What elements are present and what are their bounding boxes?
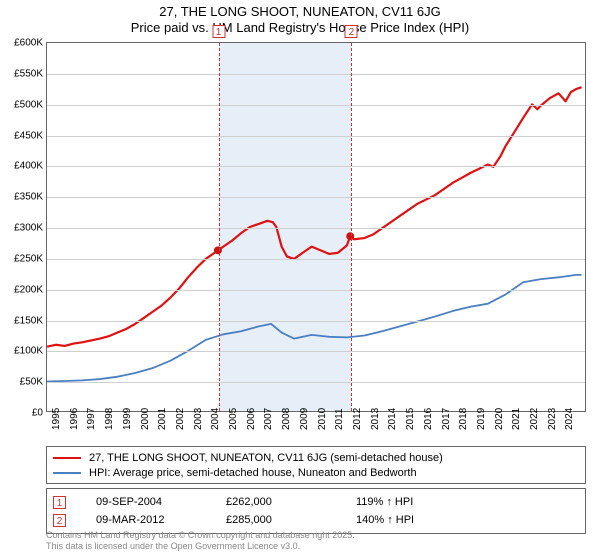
legend: 27, THE LONG SHOOT, NUNEATON, CV11 6JG (… [46, 446, 586, 484]
x-tick-label: 2006 [246, 408, 257, 430]
legend-swatch-1 [53, 472, 81, 474]
x-tick-label: 2004 [210, 408, 221, 430]
x-tick-label: 1996 [69, 408, 80, 430]
marker-hpi-0: 119% ↑ HPI [356, 496, 486, 508]
marker-row-1: 2 09-MAR-2012 £285,000 140% ↑ HPI [53, 511, 579, 529]
y-tick-label: £250K [3, 253, 43, 264]
series-svg [47, 43, 585, 411]
x-tick-label: 2020 [494, 408, 505, 430]
marker-date-1: 09-MAR-2012 [96, 514, 226, 526]
footer: Contains HM Land Registry data © Crown c… [46, 530, 586, 552]
footer-line-2: This data is licensed under the Open Gov… [46, 541, 586, 552]
x-tick-label: 2008 [281, 408, 292, 430]
x-tick-label: 2010 [317, 408, 328, 430]
x-tick-label: 2024 [564, 408, 575, 430]
legend-row-0: 27, THE LONG SHOOT, NUNEATON, CV11 6JG (… [53, 450, 579, 465]
y-tick-label: £450K [3, 130, 43, 141]
x-tick-label: 2018 [458, 408, 469, 430]
title-line-1: 27, THE LONG SHOOT, NUNEATON, CV11 6JG [0, 4, 600, 20]
x-tick-label: 2002 [175, 408, 186, 430]
x-tick-label: 2014 [387, 408, 398, 430]
marker-flag-1: 1 [212, 25, 225, 38]
footer-line-1: Contains HM Land Registry data © Crown c… [46, 530, 586, 541]
marker-flag-2: 2 [345, 25, 358, 38]
y-tick-label: £150K [3, 315, 43, 326]
chart-title: 27, THE LONG SHOOT, NUNEATON, CV11 6JG P… [0, 0, 600, 36]
marker-price-0: £262,000 [226, 496, 356, 508]
plot-area: £0£50K£100K£150K£200K£250K£300K£350K£400… [46, 42, 586, 412]
marker-row-0: 1 09-SEP-2004 £262,000 119% ↑ HPI [53, 493, 579, 511]
marker-badge-2: 2 [53, 514, 66, 527]
x-tick-label: 2009 [299, 408, 310, 430]
y-tick-label: £0 [3, 408, 43, 419]
marker-table: 1 09-SEP-2004 £262,000 119% ↑ HPI 2 09-M… [46, 488, 586, 534]
x-tick-label: 2021 [511, 408, 522, 430]
x-tick-label: 2001 [157, 408, 168, 430]
x-tick-label: 2015 [405, 408, 416, 430]
y-tick-label: £550K [3, 68, 43, 79]
x-tick-label: 1999 [122, 408, 133, 430]
y-tick-label: £500K [3, 99, 43, 110]
y-tick-label: £50K [3, 377, 43, 388]
legend-swatch-0 [53, 457, 81, 459]
y-tick-label: £200K [3, 284, 43, 295]
y-tick-label: £600K [3, 38, 43, 49]
x-tick-label: 2013 [370, 408, 381, 430]
x-tick-label: 1997 [86, 408, 97, 430]
x-tick-label: 2007 [263, 408, 274, 430]
legend-label-1: HPI: Average price, semi-detached house,… [89, 467, 417, 479]
y-tick-label: £400K [3, 161, 43, 172]
y-tick-label: £100K [3, 346, 43, 357]
y-tick-label: £350K [3, 192, 43, 203]
x-tick-label: 2017 [441, 408, 452, 430]
legend-label-0: 27, THE LONG SHOOT, NUNEATON, CV11 6JG (… [89, 452, 443, 464]
marker-hpi-1: 140% ↑ HPI [356, 514, 486, 526]
x-tick-label: 2022 [529, 408, 540, 430]
title-line-2: Price paid vs. HM Land Registry's House … [0, 20, 600, 36]
marker-badge-1: 1 [53, 496, 66, 509]
x-tick-label: 2005 [228, 408, 239, 430]
price-chart: 27, THE LONG SHOOT, NUNEATON, CV11 6JG P… [0, 0, 600, 560]
x-tick-label: 2012 [352, 408, 363, 430]
x-tick-label: 2016 [423, 408, 434, 430]
marker-date-0: 09-SEP-2004 [96, 496, 226, 508]
x-tick-label: 2003 [193, 408, 204, 430]
x-tick-label: 2023 [547, 408, 558, 430]
x-tick-label: 1998 [104, 408, 115, 430]
x-tick-label: 2011 [334, 408, 345, 430]
x-tick-label: 1995 [51, 408, 62, 430]
y-tick-label: £300K [3, 223, 43, 234]
x-tick-label: 2000 [140, 408, 151, 430]
x-tick-label: 2019 [476, 408, 487, 430]
legend-row-1: HPI: Average price, semi-detached house,… [53, 465, 579, 480]
marker-price-1: £285,000 [226, 514, 356, 526]
